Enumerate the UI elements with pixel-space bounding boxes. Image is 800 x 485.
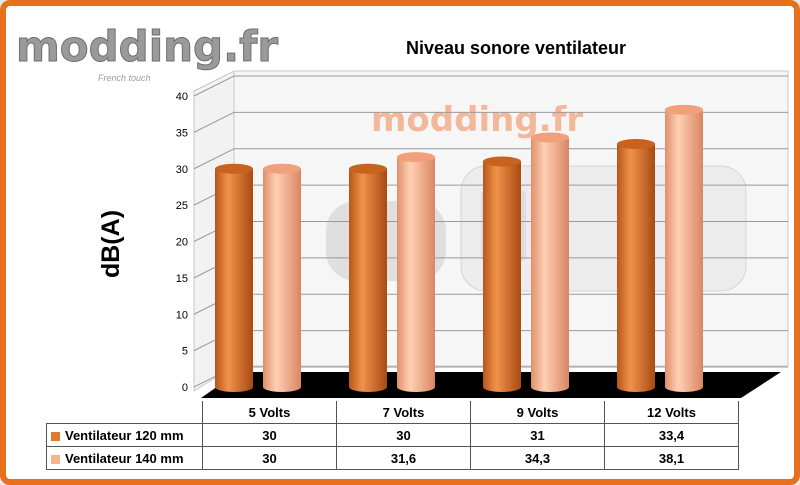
gridline [193, 75, 788, 97]
y-tick-label: 40 [176, 91, 188, 103]
category-label: 9 Volts [470, 401, 605, 424]
series-name: Ventilateur 140 mm [65, 450, 184, 466]
legend-swatch [51, 454, 60, 464]
chart-svg: modding.fr 0 5 10 15 20 25 30 35 40 dB(A) Niveau… [16, 22, 789, 398]
legend-entry: Ventilateur 120 mm [46, 423, 203, 447]
bar-body [263, 168, 301, 392]
bar [665, 104, 703, 392]
bar-body [397, 157, 435, 392]
bar-top [617, 139, 655, 150]
data-label: 33,4 [604, 423, 739, 447]
y-tick-label: 30 [176, 164, 188, 176]
y-tick-label: 35 [176, 127, 188, 139]
bars [215, 104, 703, 392]
y-axis-ticks: 0 5 10 15 20 25 30 35 40 [176, 91, 188, 394]
category-label: 12 Volts [604, 401, 739, 424]
y-tick-label: 20 [176, 237, 188, 249]
y-tick-label: 10 [176, 309, 188, 321]
bar-body [483, 161, 521, 392]
data-label: 31,6 [336, 446, 471, 470]
chart-title: Niveau sonore ventilateur [406, 38, 626, 58]
bar-top [263, 163, 301, 174]
site-logo: modding.fr [16, 22, 278, 71]
table-row: Ventilateur 120 mm 30 30 31 33,4 [46, 423, 739, 447]
bar-body [215, 168, 253, 392]
bar-top [215, 163, 253, 174]
y-tick-label: 0 [182, 382, 188, 394]
table-header-row: 5 Volts 7 Volts 9 Volts 12 Volts [47, 401, 739, 424]
bar [397, 152, 435, 392]
y-tick-label: 25 [176, 200, 188, 212]
category-label: 5 Volts [202, 401, 337, 424]
bar [215, 163, 253, 392]
bar-top [397, 152, 435, 163]
series-name: Ventilateur 120 mm [65, 427, 184, 443]
site-tagline: French touch [98, 73, 151, 83]
bar [483, 156, 521, 392]
legend-entry: Ventilateur 140 mm [46, 446, 203, 470]
data-table: 5 Volts 7 Volts 9 Volts 12 Volts Ventila… [46, 401, 739, 470]
data-label: 34,3 [470, 446, 605, 470]
y-tick-label: 5 [182, 346, 188, 358]
bar-body [531, 137, 569, 392]
bar-top [531, 132, 569, 143]
data-label: 38,1 [604, 446, 739, 470]
bar [263, 163, 301, 392]
y-axis-label: dB(A) [97, 210, 125, 278]
legend-swatch [51, 431, 60, 441]
bar [349, 163, 387, 392]
bar-body [665, 109, 703, 392]
data-label: 30 [336, 423, 471, 447]
gridline [193, 148, 788, 170]
data-label: 30 [202, 423, 337, 447]
bar-body [617, 144, 655, 392]
category-label: 7 Volts [336, 401, 471, 424]
bar-top [349, 163, 387, 174]
table-row: Ventilateur 140 mm 30 31,6 34,3 38,1 [46, 446, 739, 470]
bar [531, 132, 569, 392]
bar-top [665, 104, 703, 115]
bar-body [349, 168, 387, 392]
bar-top [483, 156, 521, 167]
y-tick-label: 15 [176, 273, 188, 285]
gridline [193, 111, 788, 133]
data-label: 30 [202, 446, 337, 470]
bar [617, 139, 655, 392]
data-label: 31 [470, 423, 605, 447]
